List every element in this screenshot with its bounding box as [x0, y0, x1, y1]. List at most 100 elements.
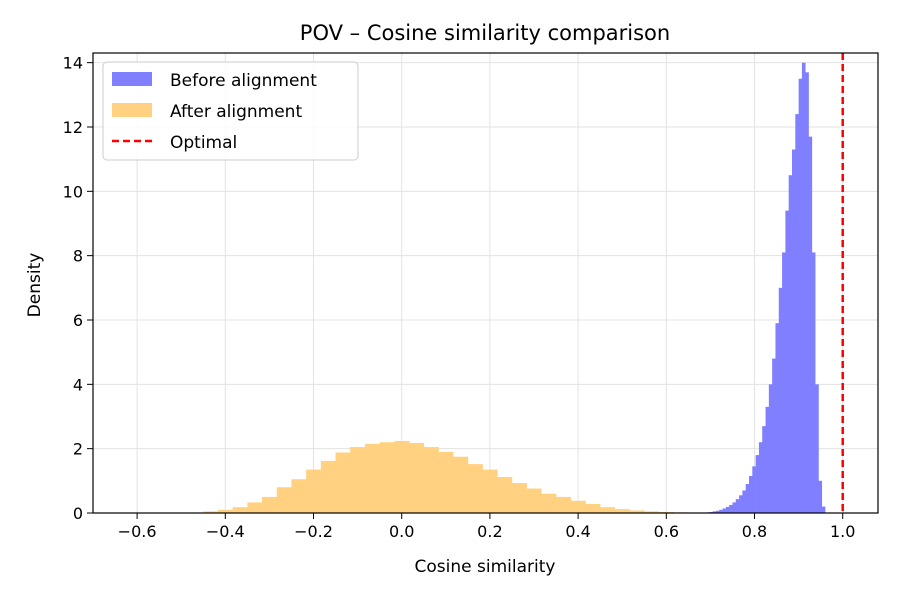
legend: Before alignment After alignment Optimal [102, 61, 359, 161]
before-alignment-bar-30 [805, 72, 809, 514]
before-alignment-bar-22 [778, 287, 783, 513]
before-alignment-bar-19 [768, 384, 773, 513]
before-alignment-bar-14 [752, 466, 756, 513]
grid [93, 53, 878, 514]
legend-box [102, 61, 359, 161]
x-tick-label-8: 1.0 [830, 522, 855, 541]
x-tick-label-2: −0.2 [294, 522, 333, 541]
legend-label-after: After alignment [170, 102, 302, 122]
x-axis-ticks: −0.6 −0.4 −0.2 0.0 0.2 0.4 0.6 0.8 1.0 [118, 513, 855, 541]
before-alignment-bar-7 [729, 504, 733, 513]
y-tick-label-7: 14 [63, 54, 83, 73]
before-alignment-bar-20 [772, 358, 776, 513]
legend-label-optimal: Optimal [170, 133, 237, 153]
y-axis-ticks: 0 2 4 6 8 10 12 14 [63, 54, 93, 523]
y-tick-label-4: 8 [73, 247, 83, 266]
before-alignment-bar-18 [765, 406, 770, 513]
after-alignment-bar-14 [409, 442, 425, 513]
after-alignment-bar-30 [644, 511, 660, 513]
before-alignment-bar-31 [808, 136, 813, 514]
before-alignment-bar-25 [788, 175, 793, 513]
y-tick-label-5: 10 [63, 182, 83, 201]
after-alignment-bar-18 [467, 464, 483, 513]
x-tick-label-6: 0.6 [654, 522, 679, 541]
x-tick-label-5: 0.4 [565, 522, 590, 541]
before-alignment-bar-34 [818, 480, 823, 513]
plot-frame [92, 52, 879, 514]
after-alignment-bar-20 [497, 476, 513, 513]
y-tick-label-2: 4 [73, 375, 83, 394]
before-alignment-bar-16 [758, 442, 763, 513]
before-alignment-bar-4 [719, 509, 723, 513]
after-alignment-bar-16 [438, 451, 454, 513]
before-alignment-bar-21 [775, 323, 780, 513]
before-alignment-bar-12 [745, 484, 750, 513]
after-alignment-bar-19 [482, 469, 498, 513]
x-tick-label-4: 0.2 [477, 522, 502, 541]
y-axis-label: Density [25, 253, 45, 318]
after-alignment-bar-17 [453, 456, 469, 513]
after-alignment-bar-26 [585, 503, 601, 513]
after-alignment-bar-23 [541, 493, 557, 513]
after-alignment-bar-13 [394, 440, 410, 513]
after-alignment-bar-21 [511, 483, 527, 513]
after-alignment-bar-11 [364, 443, 380, 513]
after-alignment-bar-15 [423, 447, 439, 513]
before-alignment-bar-10 [739, 495, 743, 513]
before-alignment-bar-24 [785, 210, 789, 513]
before-alignment-bar-26 [792, 149, 796, 514]
before-alignment-bar-35 [821, 506, 826, 513]
x-tick-label-0: −0.6 [118, 522, 157, 541]
legend-swatch-before [112, 72, 152, 86]
after-alignment-bar-25 [570, 500, 586, 513]
after-alignment-bar-8 [320, 460, 336, 513]
after-alignment-bar-3 [247, 502, 263, 513]
before-alignment-bar-3 [715, 510, 720, 513]
before-alignment-bar-6 [725, 506, 730, 513]
before-alignment-bar-15 [755, 455, 760, 513]
before-alignment-bar-13 [749, 476, 753, 513]
after-alignment-bar-28 [614, 509, 630, 513]
after-alignment-bar-29 [629, 510, 645, 513]
before-alignment-bar-27 [795, 114, 799, 513]
before-alignment-bars [706, 62, 826, 514]
before-alignment-bar-9 [735, 499, 740, 513]
x-tick-label-3: 0.0 [389, 522, 414, 541]
after-alignment-bar-9 [335, 452, 351, 513]
before-alignment-bar-28 [798, 78, 803, 514]
y-tick-label-3: 6 [73, 311, 83, 330]
after-alignment-bar-0 [203, 511, 219, 513]
before-alignment-bar-5 [722, 508, 727, 513]
after-alignment-bar-12 [379, 442, 395, 513]
x-tick-label-1: −0.4 [206, 522, 245, 541]
y-tick-label-6: 12 [63, 118, 83, 137]
legend-swatch-after [112, 103, 152, 117]
before-alignment-bar-23 [782, 252, 786, 514]
before-alignment-bar-8 [732, 502, 737, 513]
before-alignment-bar-11 [742, 490, 746, 513]
after-alignment-bar-27 [600, 507, 616, 513]
before-alignment-bar-17 [762, 426, 766, 513]
y-tick-label-0: 0 [73, 504, 83, 523]
after-alignment-bar-4 [262, 496, 278, 513]
y-tick-label-1: 2 [73, 440, 83, 459]
before-alignment-bar-32 [811, 252, 816, 514]
after-alignment-bar-7 [306, 469, 322, 513]
after-alignment-bar-1 [217, 509, 233, 513]
legend-label-before: Before alignment [170, 71, 317, 91]
before-alignment-bar-2 [712, 511, 717, 513]
after-alignment-bar-10 [350, 447, 366, 513]
x-tick-label-7: 0.8 [742, 522, 767, 541]
after-alignment-bar-2 [232, 507, 248, 513]
after-alignment-bars [203, 440, 719, 513]
after-alignment-bar-22 [526, 488, 542, 513]
x-axis-label: Cosine similarity [415, 557, 556, 577]
after-alignment-bar-5 [276, 487, 292, 513]
after-alignment-bar-24 [556, 496, 572, 513]
before-alignment-bar-33 [815, 384, 819, 513]
before-alignment-bar-29 [801, 62, 806, 513]
after-alignment-bar-6 [291, 479, 307, 513]
chart-title: POV – Cosine similarity comparison [300, 21, 670, 45]
